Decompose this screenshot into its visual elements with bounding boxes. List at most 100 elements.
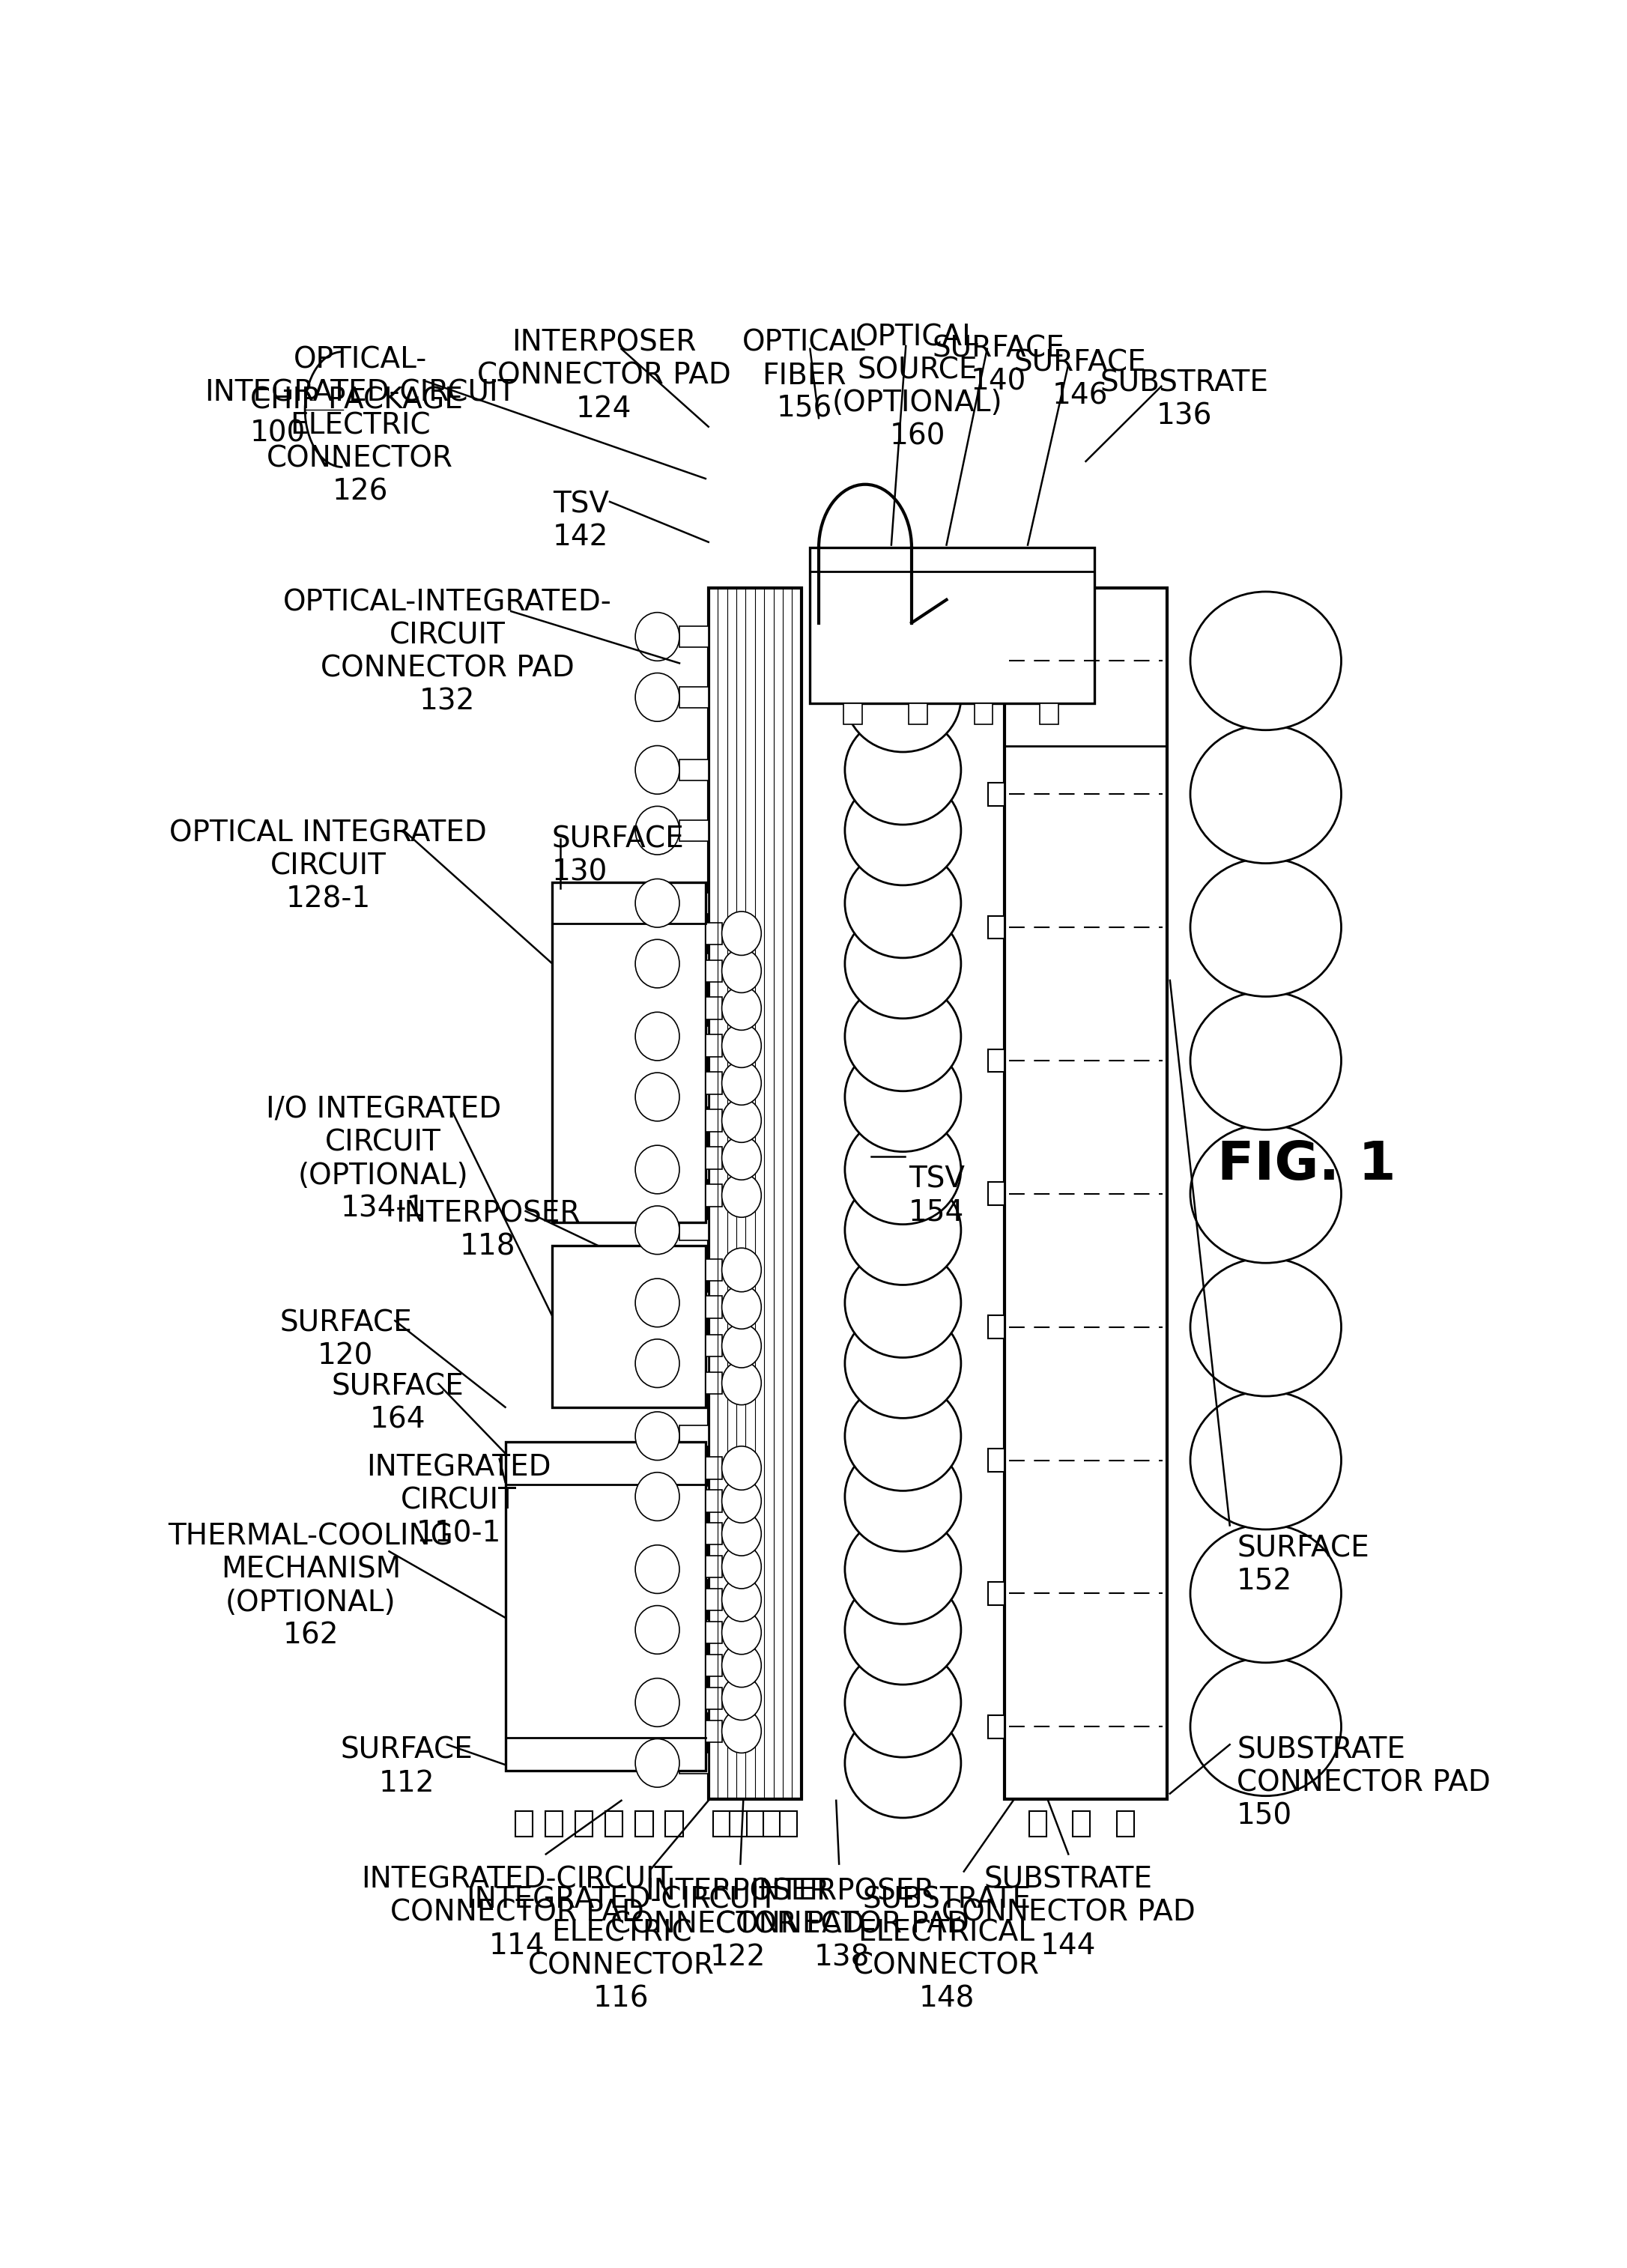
Ellipse shape xyxy=(635,1012,680,1061)
Bar xyxy=(988,1449,1004,1472)
Ellipse shape xyxy=(722,1286,761,1329)
Bar xyxy=(1072,1810,1090,1837)
Ellipse shape xyxy=(844,714,962,826)
Ellipse shape xyxy=(844,583,962,692)
Bar xyxy=(680,1692,708,1712)
Ellipse shape xyxy=(844,909,962,1018)
Bar xyxy=(988,1050,1004,1073)
Ellipse shape xyxy=(722,987,761,1030)
Bar xyxy=(680,1293,708,1313)
Bar xyxy=(706,1372,722,1395)
Bar xyxy=(706,1073,722,1093)
Ellipse shape xyxy=(722,1710,761,1753)
Bar xyxy=(706,1184,722,1207)
Ellipse shape xyxy=(722,1023,761,1068)
Text: TSV
142: TSV 142 xyxy=(553,490,608,551)
Bar xyxy=(545,1810,563,1837)
Bar xyxy=(1040,703,1058,723)
Ellipse shape xyxy=(844,642,962,753)
Text: SURFACE
146: SURFACE 146 xyxy=(1014,349,1145,411)
Ellipse shape xyxy=(722,1545,761,1588)
Ellipse shape xyxy=(844,1309,962,1418)
Bar xyxy=(988,1583,1004,1606)
Ellipse shape xyxy=(635,1740,680,1787)
Ellipse shape xyxy=(844,776,962,885)
Ellipse shape xyxy=(844,1574,962,1685)
Bar xyxy=(680,1025,708,1048)
Ellipse shape xyxy=(1191,1658,1341,1796)
Text: CHIP PACKAGE
100: CHIP PACKAGE 100 xyxy=(251,386,462,447)
Ellipse shape xyxy=(635,1606,680,1653)
Ellipse shape xyxy=(1191,1259,1341,1397)
Bar xyxy=(731,1810,747,1837)
Bar xyxy=(680,821,708,841)
Bar xyxy=(706,959,722,982)
Ellipse shape xyxy=(635,1472,680,1522)
Bar xyxy=(706,1522,722,1545)
Ellipse shape xyxy=(722,1479,761,1522)
Bar xyxy=(988,1315,1004,1338)
Ellipse shape xyxy=(1191,1390,1341,1529)
Text: SURFACE
164: SURFACE 164 xyxy=(332,1372,464,1433)
Ellipse shape xyxy=(635,880,680,928)
Ellipse shape xyxy=(722,1098,761,1143)
Text: OPTICAL-
INTEGRATED-CIRCUIT
ELECTRIC
CONNECTOR
126: OPTICAL- INTEGRATED-CIRCUIT ELECTRIC CON… xyxy=(205,347,516,506)
Bar xyxy=(680,1220,708,1241)
Bar xyxy=(706,1588,722,1610)
Text: SUBSTRATE
ELECTRICAL
CONNECTOR
148: SUBSTRATE ELECTRICAL CONNECTOR 148 xyxy=(853,1887,1040,2014)
Bar xyxy=(988,1182,1004,1204)
Bar xyxy=(706,923,722,943)
Ellipse shape xyxy=(635,1207,680,1254)
Bar xyxy=(706,1034,722,1057)
Bar xyxy=(747,1810,765,1837)
Text: SURFACE
112: SURFACE 112 xyxy=(340,1735,473,1796)
Bar xyxy=(680,687,708,708)
Ellipse shape xyxy=(844,848,962,957)
Ellipse shape xyxy=(844,1442,962,1551)
Text: OPTICAL-INTEGRATED-
CIRCUIT
CONNECTOR PAD
132: OPTICAL-INTEGRATED- CIRCUIT CONNECTOR PA… xyxy=(283,587,612,714)
Bar xyxy=(706,998,722,1018)
Ellipse shape xyxy=(844,1515,962,1624)
Bar xyxy=(763,1810,781,1837)
Ellipse shape xyxy=(844,1381,962,1490)
Bar xyxy=(680,1619,708,1640)
Bar xyxy=(706,1687,722,1710)
Text: SUBSTRATE
136: SUBSTRATE 136 xyxy=(1100,370,1269,431)
Ellipse shape xyxy=(844,1247,962,1359)
Bar xyxy=(909,703,927,723)
Bar xyxy=(680,1486,708,1506)
Ellipse shape xyxy=(844,1041,962,1152)
Bar xyxy=(680,1558,708,1579)
Bar xyxy=(706,1295,722,1318)
Ellipse shape xyxy=(635,1678,680,1726)
Bar xyxy=(680,1159,708,1179)
Bar xyxy=(713,1810,731,1837)
Ellipse shape xyxy=(1191,857,1341,996)
Bar xyxy=(706,1456,722,1479)
Ellipse shape xyxy=(1191,1524,1341,1662)
Text: SUBSTRATE
CONNECTOR PAD
144: SUBSTRATE CONNECTOR PAD 144 xyxy=(942,1867,1196,1960)
Ellipse shape xyxy=(722,1644,761,1687)
Ellipse shape xyxy=(635,1073,680,1120)
Text: I/O INTEGRATED
CIRCUIT
(OPTIONAL)
134-1: I/O INTEGRATED CIRCUIT (OPTIONAL) 134-1 xyxy=(265,1095,501,1222)
Ellipse shape xyxy=(722,1676,761,1719)
Bar xyxy=(706,1653,722,1676)
Bar xyxy=(706,1622,722,1644)
Ellipse shape xyxy=(635,1545,680,1594)
Ellipse shape xyxy=(722,1247,761,1293)
Bar xyxy=(706,1490,722,1513)
Text: THERMAL-COOLING
MECHANISM
(OPTIONAL)
162: THERMAL-COOLING MECHANISM (OPTIONAL) 162 xyxy=(168,1522,454,1649)
Bar xyxy=(708,587,802,1799)
Ellipse shape xyxy=(635,1411,680,1461)
Bar xyxy=(1004,587,1167,1799)
Text: INTEGRATED-CIRCUIT
CONNECTOR PAD
114: INTEGRATED-CIRCUIT CONNECTOR PAD 114 xyxy=(361,1867,672,1960)
Ellipse shape xyxy=(844,1647,962,1758)
Ellipse shape xyxy=(635,674,680,721)
Text: SURFACE
120: SURFACE 120 xyxy=(280,1309,412,1370)
Ellipse shape xyxy=(635,805,680,855)
Text: INTERPOSER
CONNECTOR PAD
124: INTERPOSER CONNECTOR PAD 124 xyxy=(477,329,731,424)
Bar xyxy=(605,1810,623,1837)
Ellipse shape xyxy=(1191,592,1341,730)
Bar xyxy=(576,1810,592,1837)
Ellipse shape xyxy=(722,1325,761,1368)
